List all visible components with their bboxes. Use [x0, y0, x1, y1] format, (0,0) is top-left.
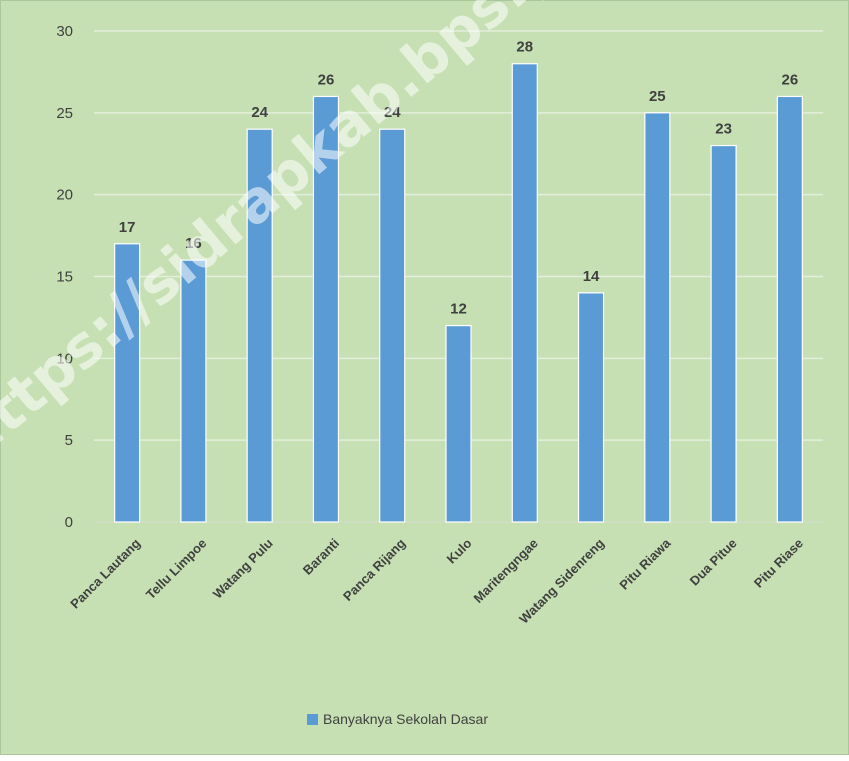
data-label: 26 [318, 71, 335, 88]
data-labels: 17 16 24 26 24 12 28 14 25 23 26 [119, 39, 798, 318]
x-tick-label: Baranti [300, 536, 342, 578]
y-tick-label: 10 [56, 350, 73, 367]
y-tick-label: 15 [56, 269, 73, 286]
y-tick-label: 25 [56, 105, 73, 122]
bar [180, 259, 207, 523]
bar [644, 112, 671, 523]
legend: Banyaknya Sekolah Dasar [307, 711, 488, 727]
y-tick-label: 20 [56, 187, 73, 204]
x-tick-label: Panca Rijang [340, 535, 408, 603]
x-tick-label: Kulo [444, 535, 475, 566]
data-label: 23 [715, 121, 732, 138]
bar [114, 243, 141, 523]
data-label: 24 [384, 104, 401, 121]
bar [710, 144, 737, 523]
bar [445, 325, 472, 523]
x-tick-label: Dua Pitue [687, 536, 740, 589]
bar [379, 128, 406, 523]
x-tick-label: Panca Lautang [67, 535, 143, 611]
bar [577, 292, 605, 523]
data-label: 26 [782, 71, 799, 88]
bar [312, 95, 340, 523]
bar [776, 95, 803, 523]
bars [114, 63, 803, 523]
legend-swatch [307, 714, 318, 725]
x-tick-label: Watang Pulu [210, 535, 276, 601]
x-tick-label: Pitu Riase [751, 536, 806, 591]
bar [246, 128, 273, 523]
data-label: 17 [119, 219, 136, 236]
x-tick-label: Tellu Limpoe [143, 536, 210, 603]
y-tick-label: 5 [65, 432, 73, 449]
data-label: 28 [516, 39, 533, 56]
data-label: 16 [185, 235, 202, 252]
data-label: 12 [450, 301, 467, 318]
x-tick-label: Pitu Riawa [616, 535, 674, 593]
bar [511, 63, 538, 523]
x-tick-label: Maritengngae [471, 536, 541, 606]
data-label: 24 [251, 104, 268, 121]
data-label: 25 [649, 88, 666, 105]
y-tick-label: 30 [56, 23, 73, 40]
x-axis-ticks: Panca Lautang Tellu Limpoe Watang Pulu Bara… [67, 535, 806, 626]
y-tick-label: 0 [65, 514, 73, 531]
legend-label: Banyaknya Sekolah Dasar [323, 711, 488, 727]
y-axis-ticks: 0 5 10 15 20 25 30 [56, 23, 73, 531]
data-label: 14 [583, 268, 600, 285]
